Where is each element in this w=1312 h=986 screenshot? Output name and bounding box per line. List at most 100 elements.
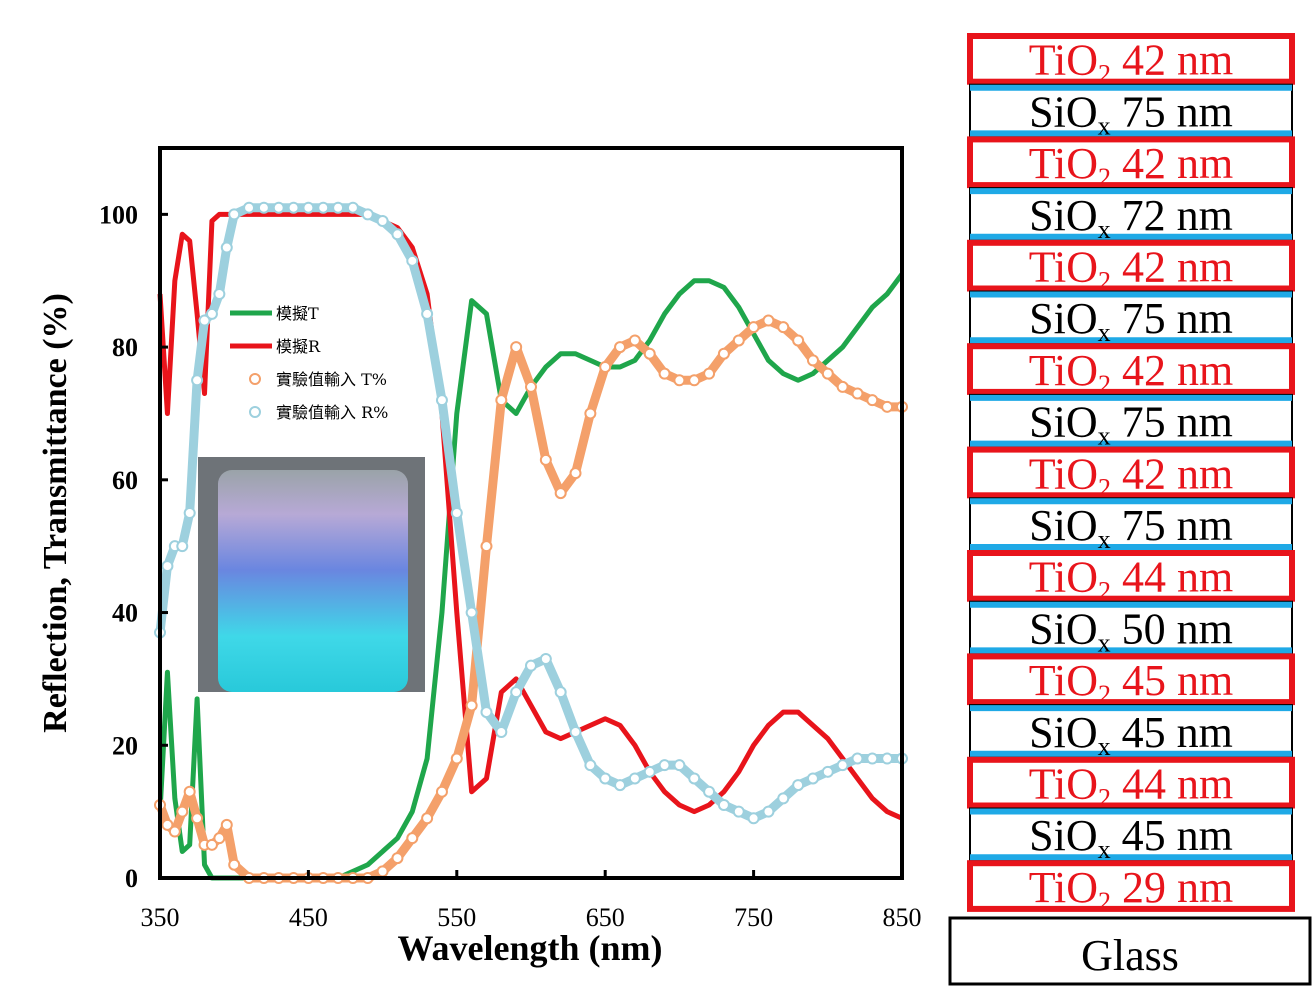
- layer-label: TiO2 29 nm: [1029, 863, 1234, 916]
- data-point: [777, 321, 790, 334]
- layer-thickness: 44 nm: [1111, 553, 1233, 602]
- data-point: [510, 686, 523, 699]
- layer-subscript: 2: [1098, 887, 1111, 916]
- data-point: [703, 367, 716, 380]
- data-point: [421, 307, 434, 320]
- data-point: [762, 805, 775, 818]
- x-tick-label: 750: [734, 903, 773, 932]
- data-point: [176, 805, 189, 818]
- layer-thickness: 42 nm: [1111, 243, 1233, 292]
- data-point: [851, 752, 864, 765]
- data-point: [317, 201, 330, 214]
- plot: [154, 201, 908, 884]
- y-tick-label: 80: [112, 333, 138, 362]
- layer-subscript: 2: [1098, 680, 1111, 709]
- layer-material: TiO: [1029, 863, 1098, 912]
- data-point: [688, 374, 701, 387]
- data-point: [495, 394, 508, 407]
- layer-thickness: 29 nm: [1111, 863, 1233, 912]
- layer-subscript: 2: [1098, 163, 1111, 192]
- data-point: [450, 752, 463, 765]
- tio2-layer: [967, 343, 1295, 395]
- x-tick-label: 650: [586, 903, 625, 932]
- layer-label: SiOx 75 nm: [1029, 87, 1233, 140]
- data-point: [836, 759, 849, 772]
- layer-material: TiO: [1029, 243, 1098, 292]
- data-point: [302, 201, 315, 214]
- layer-label: SiOx 75 nm: [1029, 294, 1233, 347]
- glass-substrate: [948, 916, 1312, 986]
- data-point: [658, 367, 671, 380]
- layer-thickness: 45 nm: [1111, 811, 1233, 860]
- data-point: [747, 321, 760, 334]
- data-point: [643, 765, 656, 778]
- data-point: [391, 852, 404, 865]
- layer-subscript: x: [1098, 732, 1111, 761]
- layer-label: TiO2 42 nm: [1029, 449, 1234, 502]
- layer-label: TiO2 42 nm: [1029, 36, 1234, 89]
- layer-subscript: x: [1098, 318, 1111, 347]
- data-point: [821, 765, 834, 778]
- glass-label: Glass: [1081, 931, 1179, 980]
- x-axis-label: Wavelength (nm): [398, 928, 663, 968]
- data-point: [243, 201, 256, 214]
- data-point: [851, 387, 864, 400]
- layer-subscript: 2: [1098, 577, 1111, 606]
- layer-material: TiO: [1029, 449, 1098, 498]
- data-point: [703, 785, 716, 798]
- legend-label: 實驗值輸入 R%: [276, 403, 388, 422]
- layer-material: TiO: [1029, 346, 1098, 395]
- layer-label: TiO2 42 nm: [1029, 243, 1234, 296]
- layer-subscript: x: [1098, 835, 1111, 864]
- y-tick-label: 100: [99, 200, 138, 229]
- data-point: [465, 606, 478, 619]
- layer-label: TiO2 44 nm: [1029, 760, 1234, 813]
- layer-thickness: 75 nm: [1111, 87, 1233, 136]
- layer-subscript: x: [1098, 525, 1111, 554]
- data-point: [480, 540, 493, 553]
- tio2-layer: [967, 756, 1295, 809]
- data-point: [287, 201, 300, 214]
- data-point: [792, 334, 805, 347]
- data-point: [554, 487, 567, 500]
- layer-subscript: x: [1098, 628, 1111, 657]
- data-point: [257, 201, 270, 214]
- inset-photo: [218, 470, 408, 692]
- data-point: [183, 785, 196, 798]
- y-axis-label: Reflection, Transmittance (%): [37, 293, 74, 733]
- layer-material: TiO: [1029, 760, 1098, 809]
- tio2-layer: [967, 550, 1295, 602]
- layer-thickness: 44 nm: [1111, 760, 1233, 809]
- data-point: [717, 347, 730, 360]
- layer-material: SiO: [1029, 604, 1097, 653]
- layer-subscript: 2: [1098, 60, 1111, 89]
- layer-material: TiO: [1029, 553, 1098, 602]
- data-point: [599, 772, 612, 785]
- data-point: [792, 779, 805, 792]
- layer-subscript: x: [1098, 422, 1111, 451]
- data-point: [213, 832, 226, 845]
- data-point: [213, 288, 226, 300]
- legend-label: 模擬T: [276, 304, 319, 323]
- data-point: [569, 467, 582, 480]
- layer-subscript: x: [1098, 215, 1111, 244]
- layer-thickness: 45 nm: [1111, 708, 1233, 757]
- data-point: [406, 832, 419, 845]
- data-point: [643, 347, 656, 360]
- data-point: [881, 400, 894, 413]
- data-point: [220, 818, 233, 831]
- data-point: [539, 653, 552, 665]
- layer-subscript: 2: [1098, 267, 1111, 296]
- data-point: [673, 759, 686, 772]
- data-point: [228, 208, 241, 221]
- data-point: [510, 341, 523, 354]
- data-point: [732, 805, 745, 818]
- layer-label: TiO2 42 nm: [1029, 139, 1234, 192]
- layer-label: SiOx 45 nm: [1029, 811, 1233, 864]
- layer-thickness: 72 nm: [1111, 191, 1233, 240]
- data-point: [332, 201, 345, 214]
- layer-thickness: 45 nm: [1111, 656, 1233, 705]
- x-tick-label: 550: [437, 903, 476, 932]
- data-point: [717, 799, 730, 811]
